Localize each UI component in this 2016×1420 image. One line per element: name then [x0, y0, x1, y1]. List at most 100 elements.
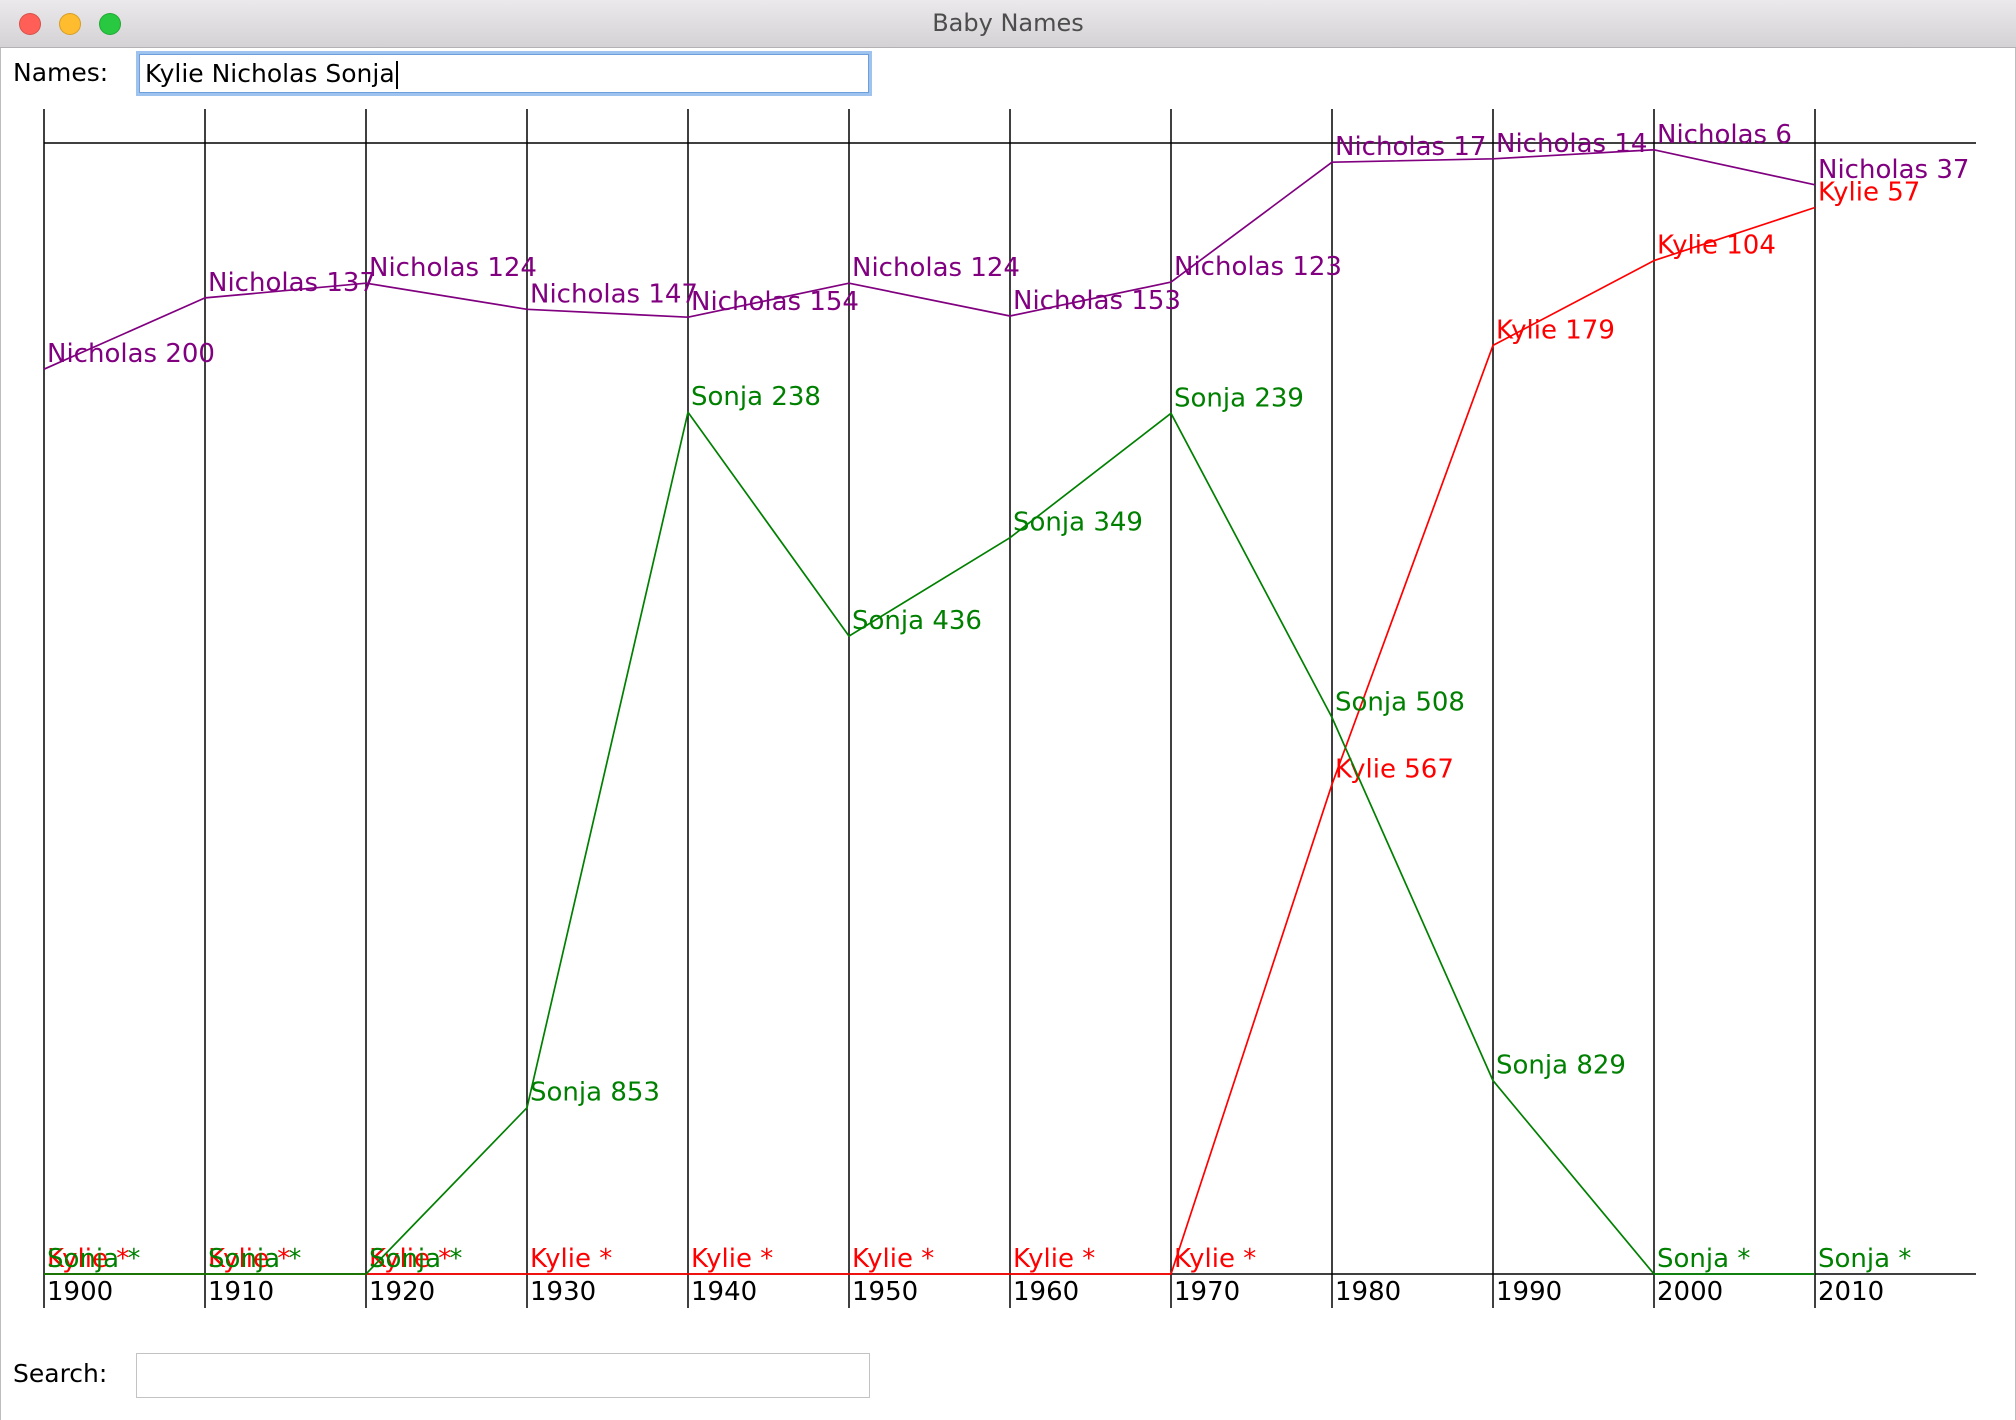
year-label-1990: 1990: [1496, 1277, 1562, 1307]
data-label-rank: 349: [1093, 508, 1143, 538]
data-label-rank: *: [449, 1244, 462, 1274]
data-label-nicholas-1990: Nicholas 14: [1496, 129, 1647, 159]
data-label-name: Sonja: [852, 606, 924, 636]
year-label-1910: 1910: [208, 1277, 274, 1307]
data-label-nicholas-1950: Nicholas 124: [852, 253, 1020, 283]
data-label-kylie-1980: Kylie 567: [1335, 754, 1454, 784]
data-label-name: Nicholas: [1013, 286, 1123, 316]
year-label-1960: 1960: [1013, 1277, 1079, 1307]
data-label-sonja-1980: Sonja 508: [1335, 688, 1465, 718]
data-label-rank: 17: [1453, 132, 1486, 162]
data-label-rank: 104: [1726, 231, 1776, 261]
series-line-sonja: [44, 411, 1815, 1275]
data-label-rank: *: [1243, 1244, 1256, 1274]
data-label-name: Nicholas: [369, 253, 479, 283]
data-label-name: Nicholas: [1818, 155, 1928, 185]
data-label-rank: *: [277, 1244, 290, 1274]
data-label-name: Kylie: [852, 1244, 913, 1274]
data-label-rank: *: [599, 1244, 612, 1274]
title-bar: Baby Names: [0, 0, 2016, 48]
window-title: Baby Names: [932, 9, 1084, 37]
data-label-nicholas-2000: Nicholas 6: [1657, 120, 1792, 150]
data-label-sonja-2010: Sonja *: [1818, 1244, 1911, 1274]
data-label-name: Sonja: [1818, 1244, 1890, 1274]
data-label-kylie-1930: Kylie *: [530, 1244, 612, 1274]
data-label-name: Nicholas: [691, 287, 801, 317]
close-icon: [19, 13, 41, 35]
data-label-name: Kylie: [208, 1244, 269, 1274]
data-label-name: Kylie: [1818, 178, 1879, 208]
year-label-1980: 1980: [1335, 1277, 1401, 1307]
data-label-rank: 508: [1415, 688, 1465, 718]
data-label-nicholas-1980: Nicholas 17: [1335, 132, 1486, 162]
data-label-sonja-1990: Sonja 829: [1496, 1051, 1626, 1081]
data-label-name: Nicholas: [852, 253, 962, 283]
year-label-1900: 1900: [47, 1277, 113, 1307]
data-label-name: Sonja: [1657, 1244, 1729, 1274]
data-label-rank: *: [921, 1244, 934, 1274]
data-label-rank: *: [760, 1244, 773, 1274]
series-line-nicholas: [43, 148, 1816, 370]
data-label-kylie-2010: Kylie 57: [1818, 178, 1920, 208]
data-label-name: Nicholas: [1174, 252, 1284, 282]
data-label-nicholas-1900: Nicholas 200: [47, 339, 215, 369]
data-label-name: Kylie: [1496, 315, 1557, 345]
data-label-name: Kylie: [369, 1244, 430, 1274]
data-label-rank: *: [438, 1244, 451, 1274]
data-label-rank: 239: [1254, 383, 1304, 413]
data-label-nicholas-1960: Nicholas 153: [1013, 286, 1181, 316]
year-labels: 1900 1910 1920 1930 1940 1950 1960 1970 1980 1990…: [47, 1277, 1884, 1307]
year-label-2000: 2000: [1657, 1277, 1723, 1307]
data-label-rank: 153: [1131, 286, 1181, 316]
zoom-button[interactable]: [99, 13, 121, 35]
data-label-rank: 436: [932, 606, 982, 636]
data-label-nicholas-1920: Nicholas 124: [369, 253, 537, 283]
data-label-nicholas-1970: Nicholas 123: [1174, 252, 1342, 282]
data-label-rank: 853: [610, 1078, 660, 1108]
data-label-rank: 200: [165, 339, 215, 369]
data-label-rank: 567: [1404, 754, 1454, 784]
year-label-1920: 1920: [369, 1277, 435, 1307]
data-label-kylie-1940: Kylie *: [691, 1244, 773, 1274]
data-label-rank: *: [116, 1244, 129, 1274]
data-label-rank: 154: [809, 287, 859, 317]
data-label-name: Kylie: [1335, 754, 1396, 784]
names-label: Names:: [13, 58, 109, 87]
data-label-sonja-1940: Sonja 238: [691, 382, 821, 412]
data-label-rank: 124: [970, 253, 1020, 283]
data-label-kylie-1960: Kylie *: [1013, 1244, 1095, 1274]
data-label-name: Kylie: [1013, 1244, 1074, 1274]
data-label-rank: 179: [1565, 315, 1615, 345]
data-label-rank: *: [127, 1244, 140, 1274]
data-label-rank: 147: [648, 279, 698, 309]
data-label-sonja-1950: Sonja 436: [852, 606, 982, 636]
data-label-name: Sonja: [530, 1078, 602, 1108]
data-label-kylie-1990: Kylie 179: [1496, 315, 1615, 345]
year-label-2010: 2010: [1818, 1277, 1884, 1307]
year-label-1940: 1940: [691, 1277, 757, 1307]
search-input[interactable]: [136, 1353, 870, 1398]
year-label-1930: 1930: [530, 1277, 596, 1307]
names-input-text: Kylie Nicholas Sonja: [145, 59, 395, 88]
data-label-kylie-2000: Kylie 104: [1657, 231, 1776, 261]
data-label-rank: 124: [487, 253, 537, 283]
year-label-1950: 1950: [852, 1277, 918, 1307]
data-label-name: Nicholas: [1657, 120, 1767, 150]
data-label-rank: 137: [326, 268, 376, 298]
series-line-kylie: [44, 206, 1816, 1275]
data-label-name: Nicholas: [1496, 129, 1606, 159]
data-label-sonja-2000: Sonja *: [1657, 1244, 1750, 1274]
data-label-sonja-1930: Sonja 853: [530, 1078, 660, 1108]
year-label-1970: 1970: [1174, 1277, 1240, 1307]
minimize-button[interactable]: [59, 13, 81, 35]
names-input[interactable]: Kylie Nicholas Sonja: [136, 51, 872, 96]
data-label-sonja-1960: Sonja 349: [1013, 508, 1143, 538]
close-button[interactable]: [19, 13, 41, 35]
data-label-name: Kylie: [530, 1244, 591, 1274]
minimize-icon: [59, 13, 81, 35]
data-label-name: Nicholas: [208, 268, 318, 298]
